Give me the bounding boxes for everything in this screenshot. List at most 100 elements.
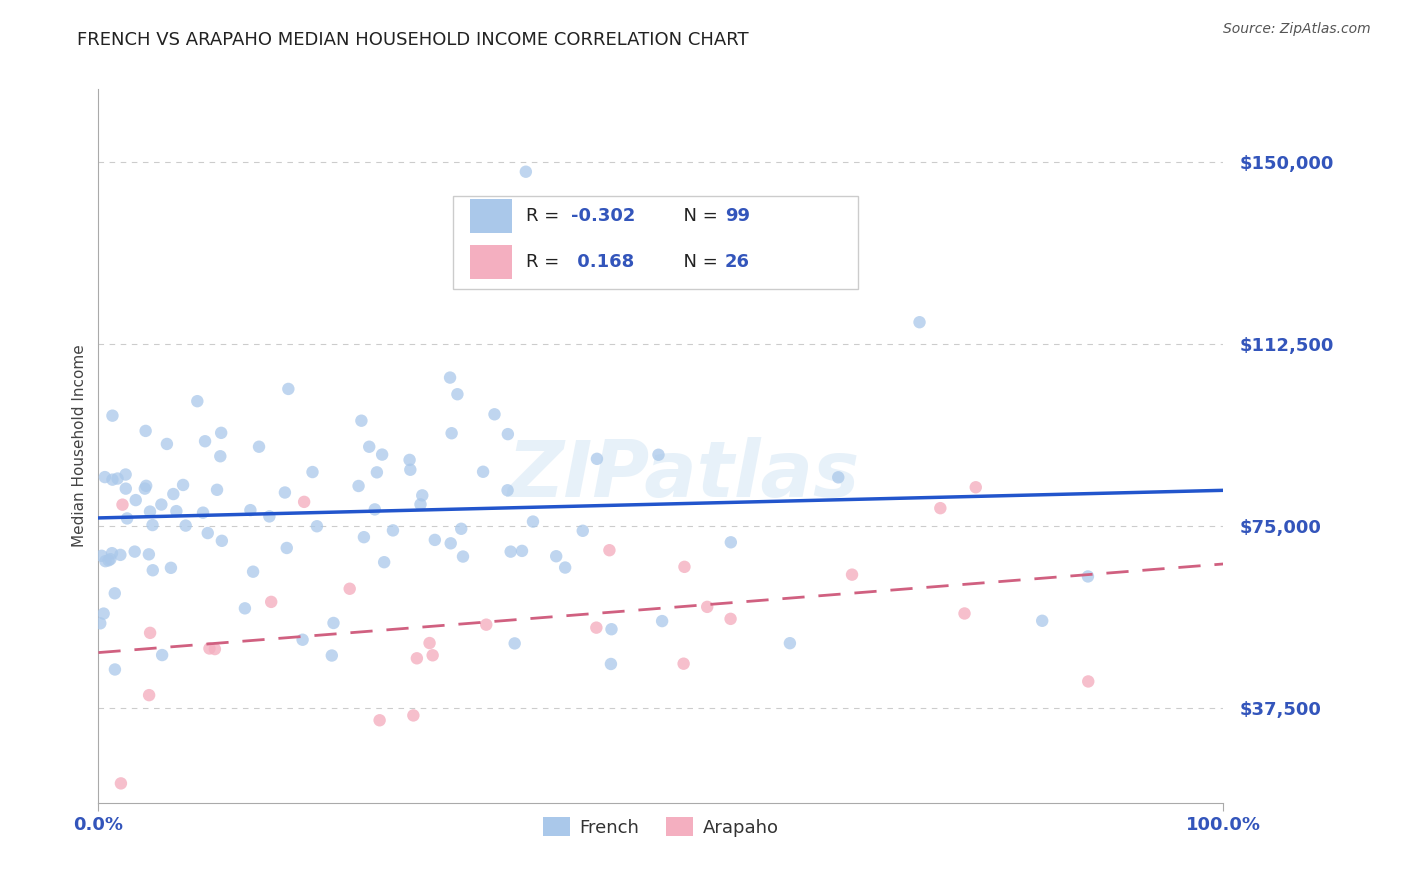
Point xyxy=(156,437,179,451)
Text: ZIPatlas: ZIPatlas xyxy=(508,436,859,513)
Point xyxy=(239,503,262,517)
Point xyxy=(965,480,987,494)
Legend: French, Arapaho: French, Arapaho xyxy=(536,810,786,844)
Point xyxy=(104,663,127,677)
Point xyxy=(353,530,375,544)
Point xyxy=(186,394,208,409)
Text: 99: 99 xyxy=(725,207,749,225)
Text: Source: ZipAtlas.com: Source: ZipAtlas.com xyxy=(1223,22,1371,37)
Point xyxy=(720,612,742,626)
Point xyxy=(366,466,388,480)
Point xyxy=(339,582,361,596)
Point xyxy=(472,465,495,479)
Point xyxy=(233,601,256,615)
Point xyxy=(451,549,474,564)
Point xyxy=(399,463,422,477)
Point xyxy=(138,688,160,702)
Point xyxy=(139,505,162,519)
Point xyxy=(651,614,673,628)
Point xyxy=(409,497,432,511)
Point xyxy=(242,565,264,579)
Point xyxy=(571,524,593,538)
Point xyxy=(101,409,124,423)
Point xyxy=(191,506,214,520)
Point xyxy=(484,407,506,421)
Point xyxy=(97,553,120,567)
Point xyxy=(1031,614,1053,628)
Point xyxy=(929,501,952,516)
Point xyxy=(138,547,160,561)
Point xyxy=(419,636,441,650)
Point xyxy=(141,518,163,533)
Point xyxy=(101,546,124,560)
Point xyxy=(209,425,232,440)
Text: R =: R = xyxy=(526,207,565,225)
Point xyxy=(368,713,391,727)
Point xyxy=(554,560,576,574)
Point xyxy=(647,448,669,462)
Point xyxy=(600,657,623,671)
Point xyxy=(93,607,115,621)
Point xyxy=(291,632,314,647)
Point xyxy=(205,483,228,497)
Point xyxy=(585,621,607,635)
Point xyxy=(259,509,281,524)
Point xyxy=(405,651,427,665)
Point xyxy=(162,487,184,501)
Point xyxy=(150,498,173,512)
Point xyxy=(321,648,343,663)
Point xyxy=(114,482,136,496)
Point xyxy=(110,776,132,790)
Point xyxy=(322,615,344,630)
Point xyxy=(150,648,173,662)
Point xyxy=(672,252,695,266)
Point xyxy=(347,479,370,493)
Point xyxy=(672,657,695,671)
Point xyxy=(276,541,298,555)
Point xyxy=(398,453,420,467)
FancyBboxPatch shape xyxy=(453,196,858,289)
Point xyxy=(211,533,233,548)
Y-axis label: Median Household Income: Median Household Income xyxy=(72,344,87,548)
Point xyxy=(720,535,742,549)
Point xyxy=(546,549,568,564)
Point xyxy=(503,636,526,650)
Point xyxy=(371,448,394,462)
Point xyxy=(194,434,217,449)
Point xyxy=(359,440,381,454)
Point xyxy=(165,504,187,518)
Point xyxy=(475,617,498,632)
Text: N =: N = xyxy=(672,253,724,271)
Point xyxy=(446,387,468,401)
Point xyxy=(110,548,132,562)
Point xyxy=(696,599,718,614)
Point xyxy=(586,451,609,466)
Point xyxy=(135,479,157,493)
Point xyxy=(160,561,183,575)
FancyBboxPatch shape xyxy=(470,244,512,279)
Point xyxy=(197,526,219,541)
Point xyxy=(94,554,117,568)
FancyBboxPatch shape xyxy=(470,199,512,234)
Point xyxy=(134,482,156,496)
Point xyxy=(673,559,696,574)
Text: R =: R = xyxy=(526,253,565,271)
Text: N =: N = xyxy=(672,207,724,225)
Point xyxy=(115,511,138,525)
Point xyxy=(124,544,146,558)
Point xyxy=(373,555,395,569)
Point xyxy=(364,502,387,516)
Point xyxy=(198,641,221,656)
Point xyxy=(510,544,533,558)
Point xyxy=(779,636,801,650)
Point xyxy=(440,426,463,441)
Text: FRENCH VS ARAPAHO MEDIAN HOUSEHOLD INCOME CORRELATION CHART: FRENCH VS ARAPAHO MEDIAN HOUSEHOLD INCOM… xyxy=(77,31,749,49)
Point xyxy=(305,519,328,533)
Point xyxy=(411,488,433,502)
Point xyxy=(247,440,270,454)
Point xyxy=(292,495,315,509)
Point xyxy=(277,382,299,396)
Point xyxy=(139,625,162,640)
Point xyxy=(827,470,849,484)
Point xyxy=(600,622,623,636)
